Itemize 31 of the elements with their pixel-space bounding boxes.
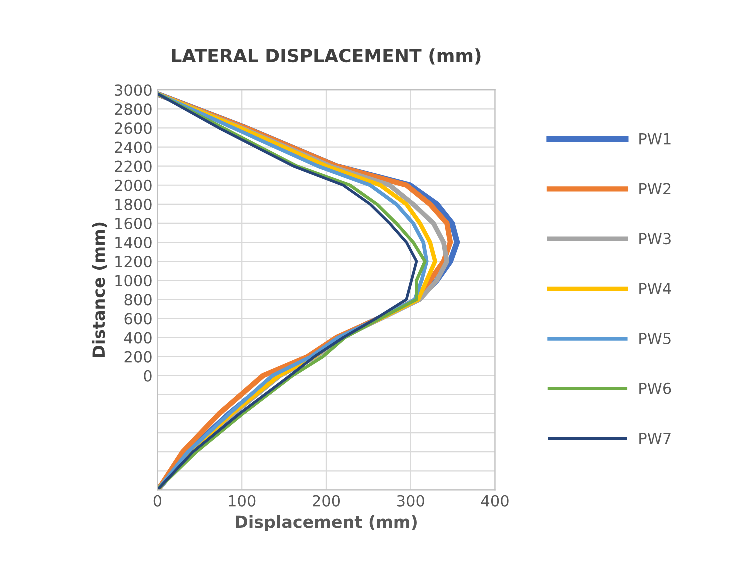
y-tick-label: 0 (144, 370, 152, 382)
x-axis-title: Displacement (mm) (236, 515, 417, 532)
y-tick-label: 2400 (115, 142, 152, 154)
x-tick-label: 200 (313, 495, 340, 507)
chart-title: LATERAL DISPLACEMENT (mm) (172, 48, 481, 65)
x-tick-label: 0 (154, 495, 162, 507)
y-tick-label: 1400 (116, 236, 152, 249)
legend-label: PW2 (640, 183, 671, 195)
y-tick-label: 2000 (115, 180, 152, 192)
y-axis-title: Distance (mm) (92, 222, 108, 358)
y-tick-label: 3000 (115, 84, 152, 96)
legend-label: PW6 (640, 382, 672, 394)
y-tick-label: 2600 (115, 122, 152, 134)
y-tick-label: 1600 (116, 218, 152, 230)
legend-label: PW5 (640, 333, 671, 345)
y-tick-label: 2200 (115, 160, 152, 172)
y-tick-label: 200 (124, 351, 152, 363)
x-tick-label: 400 (481, 495, 509, 507)
x-tick-label: 300 (397, 495, 424, 507)
y-tick-label: 2800 (115, 104, 152, 116)
y-tick-label: 800 (124, 294, 152, 306)
y-tick-label: 1000 (116, 275, 152, 287)
legend-label: PW1 (640, 133, 671, 145)
y-tick-label: 1800 (116, 198, 152, 210)
x-tick-label: 100 (229, 495, 256, 507)
y-tick-label: 600 (124, 313, 152, 325)
legend-label: PW3 (640, 233, 671, 245)
legend-label: PW4 (640, 283, 672, 294)
y-tick-label: 1200 (116, 256, 152, 268)
y-tick-label: 400 (124, 332, 152, 344)
legend-label: PW7 (640, 433, 671, 444)
